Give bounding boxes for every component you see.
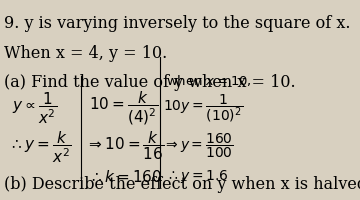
Text: (b) Describe the effect on y when x is halved.: (b) Describe the effect on y when x is h… (4, 176, 360, 193)
Text: $10 = \dfrac{k}{(4)^2}$: $10 = \dfrac{k}{(4)^2}$ (89, 89, 158, 127)
Text: (a) Find the value of y when x = 10.: (a) Find the value of y when x = 10. (4, 74, 296, 91)
Text: 9. y is varying inversely to the square of x.: 9. y is varying inversely to the square … (4, 15, 351, 32)
Text: $\Rightarrow 10 = \dfrac{k}{16}$: $\Rightarrow 10 = \dfrac{k}{16}$ (86, 129, 165, 162)
Text: $\therefore k = 160$: $\therefore k = 160$ (89, 169, 162, 185)
Text: $\therefore y = \dfrac{k}{x^2}$: $\therefore y = \dfrac{k}{x^2}$ (9, 130, 72, 165)
Text: $y \propto \dfrac{1}{x^2}$: $y \propto \dfrac{1}{x^2}$ (12, 90, 57, 126)
Text: $\therefore y = 1.6$: $\therefore y = 1.6$ (166, 168, 229, 185)
Text: $\Rightarrow y = \dfrac{160}{100}$: $\Rightarrow y = \dfrac{160}{100}$ (163, 131, 234, 160)
Text: when $x=10$,: when $x=10$, (166, 73, 252, 88)
Text: When x = 4, y = 10.: When x = 4, y = 10. (4, 45, 167, 62)
Text: $10y = \dfrac{1}{(10)^2}$: $10y = \dfrac{1}{(10)^2}$ (163, 92, 243, 124)
